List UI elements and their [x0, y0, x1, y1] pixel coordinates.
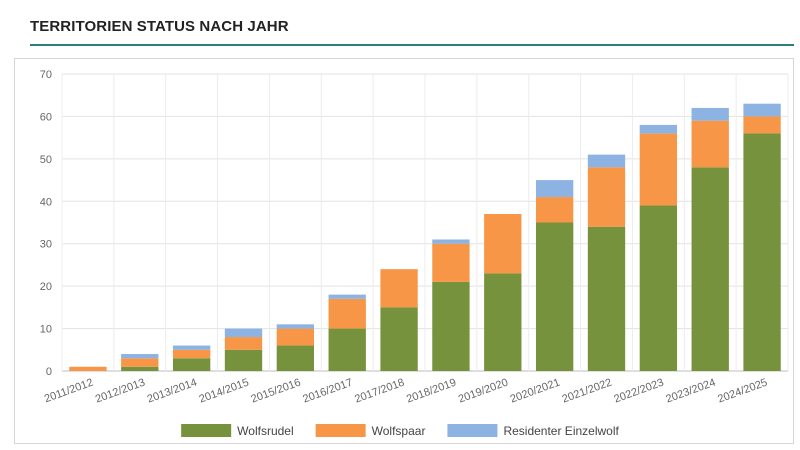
legend-label: Wolfsrudel	[237, 424, 293, 438]
bar-segment-wolfsrudel[interactable]	[380, 307, 418, 371]
y-tick-label: 50	[40, 154, 52, 166]
bar-segment-wolfsrudel[interactable]	[535, 222, 574, 372]
bar-segment-wolfspaar[interactable]	[743, 116, 781, 134]
bar-segment-wolfsrudel[interactable]	[639, 205, 678, 371]
bar-segment-wolfsrudel[interactable]	[276, 345, 315, 371]
bar-segment-wolfspaar[interactable]	[69, 366, 107, 371]
y-tick-label: 70	[40, 69, 52, 81]
bar-segment-wolfspaar[interactable]	[587, 167, 626, 227]
bar-segment-wolfsrudel[interactable]	[587, 226, 626, 371]
bar-segment-wolfspaar[interactable]	[380, 269, 418, 308]
bar-segment-wolfspaar[interactable]	[484, 214, 522, 274]
x-tick-label: 2023/2024	[664, 377, 717, 406]
y-tick-label: 0	[46, 366, 52, 378]
x-tick-label: 2012/2013	[94, 377, 147, 406]
bar-segment-residenter-einzelwolf[interactable]	[639, 124, 678, 134]
y-tick-label: 60	[40, 111, 52, 123]
x-tick-label: 2013/2014	[146, 377, 199, 406]
x-axis-ticks: 2011/20122012/20132013/20142014/20152015…	[43, 377, 769, 406]
legend-swatch	[315, 424, 366, 437]
bar-segment-residenter-einzelwolf[interactable]	[328, 294, 366, 299]
x-tick-label: 2022/2023	[612, 377, 665, 406]
bar-segment-residenter-einzelwolf[interactable]	[432, 239, 470, 244]
grid-lines	[61, 73, 789, 372]
bar-segment-wolfspaar[interactable]	[172, 349, 211, 359]
bar-segment-residenter-einzelwolf[interactable]	[535, 180, 574, 198]
y-tick-label: 40	[40, 196, 52, 208]
legend-item[interactable]: Residenter Einzelwolf	[447, 424, 620, 438]
y-tick-label: 10	[40, 324, 52, 336]
legend-swatch	[447, 424, 498, 437]
bar-segment-wolfsrudel[interactable]	[691, 167, 729, 371]
legend-swatch	[181, 424, 232, 437]
y-axis-ticks: 0 10 20 30 40 50 60 70	[40, 69, 52, 378]
bar-segment-wolfspaar[interactable]	[535, 197, 574, 223]
bar-segment-wolfspaar[interactable]	[328, 298, 366, 329]
bar-segment-residenter-einzelwolf[interactable]	[691, 107, 729, 121]
bar-segment-wolfsrudel[interactable]	[121, 366, 159, 371]
legend-item[interactable]: Wolfsrudel	[181, 424, 294, 438]
x-tick-label: 2024/2025	[716, 377, 769, 406]
bar-segment-wolfsrudel[interactable]	[172, 358, 211, 371]
x-tick-label: 2014/2015	[198, 377, 251, 406]
x-tick-label: 2019/2020	[457, 377, 510, 406]
bar-segment-residenter-einzelwolf[interactable]	[224, 328, 263, 338]
legend-label: Wolfspaar	[372, 424, 426, 438]
x-tick-label: 2011/2012	[43, 377, 95, 406]
bar-segment-residenter-einzelwolf[interactable]	[743, 103, 781, 117]
title-divider	[30, 44, 794, 46]
y-tick-label: 20	[40, 281, 52, 293]
bar-segment-residenter-einzelwolf[interactable]	[121, 354, 159, 359]
x-tick-label: 2017/2018	[353, 377, 406, 406]
bar-segment-wolfspaar[interactable]	[224, 337, 263, 350]
bar-segment-wolfspaar[interactable]	[276, 328, 315, 346]
bar-segment-wolfsrudel[interactable]	[328, 328, 366, 371]
legend-item[interactable]: Wolfspaar	[315, 424, 426, 438]
x-tick-label: 2016/2017	[301, 377, 354, 406]
bar-segment-wolfsrudel[interactable]	[432, 281, 470, 371]
y-tick-label: 30	[40, 239, 52, 251]
bar-segment-wolfsrudel[interactable]	[224, 349, 263, 371]
bar-segment-wolfspaar[interactable]	[691, 120, 729, 168]
bar-segment-residenter-einzelwolf[interactable]	[587, 154, 626, 168]
legend: Wolfsrudel Wolfspaar Residenter Einzelwolf	[181, 424, 620, 438]
legend-label: Residenter Einzelwolf	[503, 424, 619, 438]
bars	[69, 103, 781, 372]
bar-segment-residenter-einzelwolf[interactable]	[172, 345, 211, 350]
bar-segment-wolfspaar[interactable]	[121, 358, 159, 367]
bar-segment-wolfspaar[interactable]	[432, 243, 470, 282]
x-tick-label: 2015/2016	[249, 377, 302, 406]
x-tick-label: 2021/2022	[561, 377, 614, 406]
chart-title: TERRITORIEN STATUS NACH JAHR	[30, 18, 289, 35]
bar-segment-wolfspaar[interactable]	[639, 133, 678, 206]
bar-segment-wolfsrudel[interactable]	[743, 133, 781, 371]
x-tick-label: 2020/2021	[509, 377, 562, 406]
bar-segment-wolfsrudel[interactable]	[484, 273, 522, 371]
x-tick-label: 2018/2019	[405, 377, 458, 406]
bar-segment-residenter-einzelwolf[interactable]	[276, 324, 315, 329]
